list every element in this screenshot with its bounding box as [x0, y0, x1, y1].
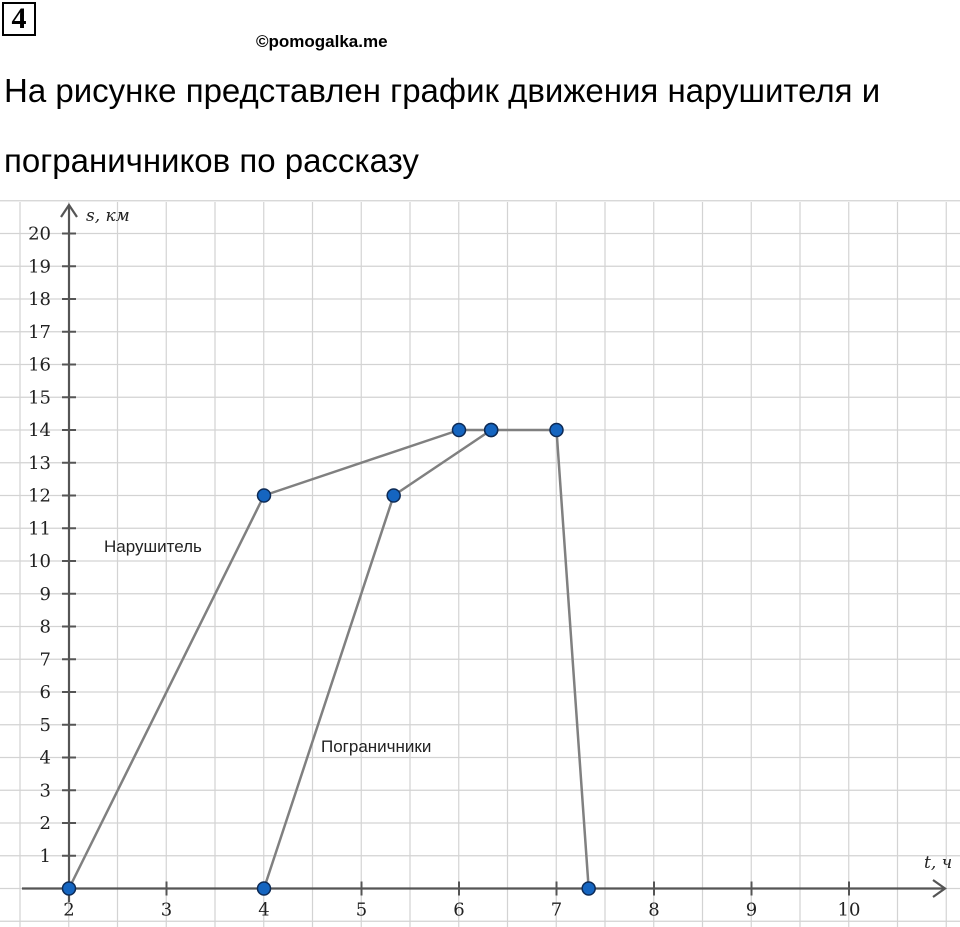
chart-labels: s, км t, ч Нарушитель Пограничники — [86, 206, 952, 873]
y-tick-label: 3 — [40, 780, 51, 801]
y-tick-label: 8 — [40, 617, 51, 638]
title-line-1: На рисунке представлен график движения н… — [4, 72, 881, 109]
data-point-series-1 — [451, 422, 467, 438]
y-tick-label: 14 — [28, 420, 51, 441]
y-tick-label: 4 — [40, 748, 51, 769]
y-tick-label: 11 — [28, 518, 51, 539]
x-tick-label: 6 — [453, 900, 464, 921]
x-tick-label: 3 — [161, 900, 172, 921]
x-tick-label: 10 — [838, 900, 861, 921]
chart-axes — [22, 203, 947, 902]
y-tick-label: 20 — [28, 224, 51, 245]
data-point-series-2 — [256, 881, 272, 896]
data-point-series-1 — [61, 881, 77, 896]
distance-time-chart: 2 3 4 5 6 7 8 9 10123456789101112131415161718192… — [0, 200, 960, 927]
data-point-series-2 — [483, 422, 499, 438]
series-label-violator: Нарушитель — [104, 537, 202, 556]
x-tick-label: 5 — [356, 900, 367, 921]
x-tick-label: 4 — [258, 900, 269, 921]
y-tick-label: 13 — [28, 453, 51, 474]
chart-grid — [0, 200, 960, 927]
y-tick-label: 2 — [40, 813, 51, 834]
y-tick-label: 5 — [40, 715, 51, 736]
y-tick-label: 15 — [28, 387, 51, 408]
x-axis-arrow — [932, 879, 947, 898]
chart-ticks: 2 3 4 5 6 7 8 9 10123456789101112131415161718192… — [28, 224, 860, 921]
y-tick-label: 18 — [28, 289, 51, 310]
x-tick-label: 9 — [746, 900, 757, 921]
watermark: ©pomogalka.me — [256, 32, 388, 51]
y-tick-label: 10 — [28, 551, 51, 572]
y-tick-label: 16 — [28, 355, 51, 376]
series-line-1 — [67, 428, 590, 890]
title-line-2: пограничников по рассказу — [4, 142, 419, 179]
y-tick-label: 1 — [40, 846, 51, 867]
data-point-series-1 — [256, 488, 272, 503]
data-point-series-1 — [581, 881, 596, 896]
y-tick-label: 7 — [40, 649, 51, 670]
data-point-series-2 — [386, 488, 401, 503]
x-axis-label: t, ч — [924, 853, 952, 873]
x-tick-label: 7 — [551, 900, 562, 921]
x-tick-label: 2 — [63, 900, 74, 921]
y-tick-label: 12 — [28, 486, 51, 507]
task-number-box: 4 — [2, 2, 36, 36]
series-label-border-guards: Пограничники — [321, 737, 431, 756]
x-tick-label: 8 — [648, 900, 659, 921]
y-axis-label: s, км — [86, 206, 130, 226]
y-tick-label: 17 — [28, 322, 51, 343]
chart-points — [61, 422, 596, 896]
y-tick-label: 6 — [40, 682, 51, 703]
y-tick-label: 9 — [40, 584, 51, 605]
y-axis-arrow — [60, 203, 78, 218]
data-point-series-1 — [549, 422, 564, 438]
y-tick-label: 19 — [28, 256, 51, 277]
